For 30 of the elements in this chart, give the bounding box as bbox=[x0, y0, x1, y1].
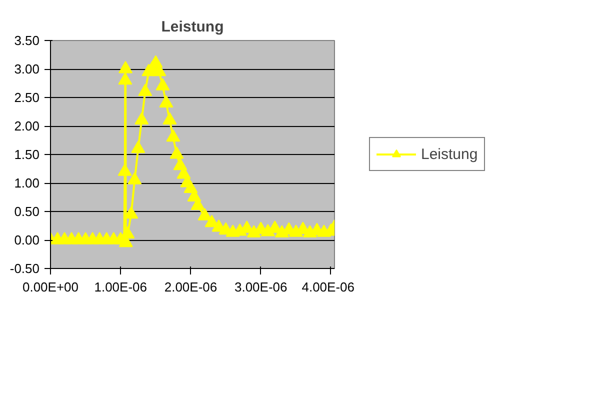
point bbox=[170, 146, 184, 159]
y-tick-label: 0.00 bbox=[14, 232, 40, 248]
point bbox=[118, 60, 133, 74]
point bbox=[159, 95, 174, 108]
y-tick-label: 3.50 bbox=[14, 33, 40, 48]
legend-label: Leistung bbox=[421, 146, 478, 162]
y-tick-label: 1.50 bbox=[14, 147, 40, 162]
point bbox=[128, 172, 142, 184]
y-tick-label: 1.00 bbox=[14, 176, 40, 190]
point bbox=[134, 112, 149, 125]
x-tick-label: 1.00E-06 bbox=[94, 280, 148, 294]
chart-title: Leistung bbox=[161, 18, 224, 36]
point bbox=[162, 112, 177, 125]
point bbox=[131, 140, 146, 154]
y-tick-label: 3.00 bbox=[14, 62, 40, 76]
point bbox=[138, 84, 152, 96]
point bbox=[198, 208, 212, 220]
x-tick-label: 4.00E-06 bbox=[302, 280, 355, 294]
y-tick-label: -0.50 bbox=[10, 261, 40, 276]
point bbox=[118, 164, 132, 176]
x-tick-label: 0.00E+00 bbox=[22, 280, 79, 294]
y-tick-label: 2.00 bbox=[14, 118, 40, 134]
point bbox=[166, 129, 180, 142]
x-tick-label: 3.00E-06 bbox=[234, 280, 288, 294]
x-tick-label: 2.00E-06 bbox=[164, 280, 218, 294]
point bbox=[120, 226, 135, 239]
y-tick-label: 2.50 bbox=[14, 90, 40, 105]
y-tick-label: 0.50 bbox=[14, 204, 40, 219]
point bbox=[156, 78, 170, 90]
point bbox=[118, 72, 132, 85]
